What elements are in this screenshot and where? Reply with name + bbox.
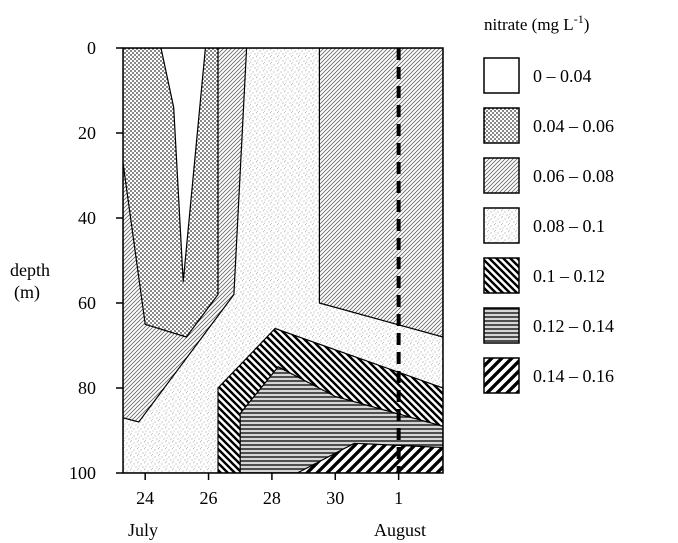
y-axis-label-depth: depth [10, 260, 50, 280]
y-axis-label-unit: (m) [14, 282, 40, 303]
legend-label-0: 0 – 0.04 [533, 66, 592, 86]
legend-label-3: 0.08 – 0.1 [533, 216, 605, 236]
legend-swatch-4 [483, 257, 520, 294]
legend-label-1: 0.04 – 0.06 [533, 116, 614, 136]
legend-swatch-2 [483, 157, 520, 194]
y-tick-label-40: 40 [78, 208, 96, 228]
legend-swatch-0 [483, 57, 520, 94]
legend-label-4: 0.1 – 0.12 [533, 266, 605, 286]
contour-regions [123, 48, 443, 473]
y-axis: 0 20 40 60 80 100 [69, 38, 123, 483]
x-axis: 24 26 28 30 1 [136, 473, 403, 508]
legend-swatch-1 [483, 107, 520, 144]
legend-label-6: 0.14 – 0.16 [533, 366, 614, 386]
legend-swatch-3 [483, 207, 520, 244]
legend: 0 – 0.04 0.04 – 0.06 0.06 – 0.08 0.08 – 0.1… [483, 57, 614, 394]
legend-label-2: 0.06 – 0.08 [533, 166, 614, 186]
y-tick-label-80: 80 [78, 378, 96, 398]
x-tick-label-26: 26 [200, 488, 218, 508]
region-bold-diagonal-4 [297, 442, 443, 473]
x-month-label-august: August [374, 520, 426, 540]
x-tick-label-24: 24 [136, 488, 154, 508]
legend-label-5: 0.12 – 0.14 [533, 316, 614, 336]
x-tick-label-30: 30 [326, 488, 344, 508]
y-tick-label-100: 100 [69, 463, 96, 483]
plot-frame [122, 47, 444, 474]
legend-swatch-6 [483, 357, 520, 394]
region-white-6 [160, 48, 207, 282]
x-tick-label-28: 28 [263, 488, 281, 508]
y-tick-label-0: 0 [87, 38, 96, 58]
legend-swatch-5 [483, 307, 520, 344]
legend-title: nitrate (mg L-1) [484, 12, 589, 34]
y-tick-label-20: 20 [78, 123, 96, 143]
x-month-label-july: July [128, 520, 158, 540]
y-tick-label-60: 60 [78, 293, 96, 313]
x-tick-label-1: 1 [394, 488, 403, 508]
